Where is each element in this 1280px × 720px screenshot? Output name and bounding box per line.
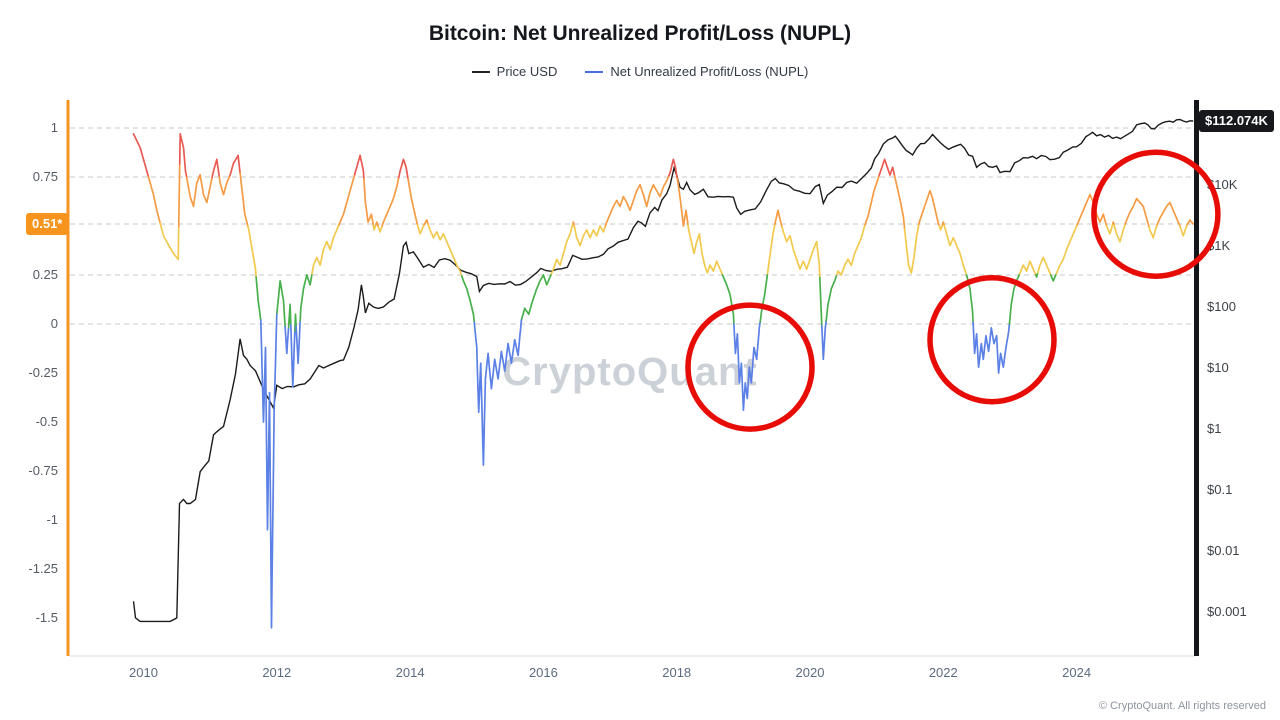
cryptoquant-watermark: CryptoQuant — [502, 350, 758, 394]
x-tick-label: 2024 — [1062, 665, 1091, 680]
legend-label-price: Price USD — [496, 64, 558, 79]
right-tick-label: $0.01 — [1207, 543, 1240, 558]
x-tick-label: 2012 — [262, 665, 291, 680]
nupl-line — [147, 164, 1195, 230]
highlight-circle — [1091, 149, 1221, 279]
page-title: Bitcoin: Net Unrealized Profit/Loss (NUP… — [428, 22, 852, 45]
x-tick-label: 2016 — [529, 665, 558, 680]
right-tick-label: $10 — [1207, 360, 1229, 375]
nupl-line — [255, 273, 1057, 334]
left-tick-label: 0.25 — [33, 267, 58, 282]
legend: Price USD Net Unrealized Profit/Loss (NU… — [0, 64, 1280, 79]
left-tick-label: 0.75 — [33, 169, 58, 184]
left-tick-label: -1.25 — [28, 561, 58, 576]
price-current-badge: $112.074K — [1199, 109, 1274, 132]
highlight-circle — [927, 274, 1057, 405]
x-tick-label: 2022 — [929, 665, 958, 680]
right-axis-bar — [1194, 100, 1199, 656]
nupl-line — [132, 133, 896, 180]
nupl-line-swatch — [585, 70, 604, 73]
nupl-current-badge: 0.51* — [26, 213, 69, 236]
legend-item-price[interactable]: Price USD — [471, 64, 558, 79]
x-tick-label: 2020 — [796, 665, 825, 680]
nupl-line — [259, 313, 1011, 629]
left-tick-label: -0.75 — [28, 463, 58, 478]
nupl-line — [159, 222, 1188, 279]
copyright-text: © CryptoQuant. All rights reserved — [1098, 700, 1266, 712]
x-tick-label: 2018 — [662, 665, 691, 680]
left-tick-label: -1 — [46, 512, 58, 527]
left-tick-label: -0.25 — [28, 365, 58, 380]
price-line-swatch — [471, 70, 490, 73]
right-tick-label: $0.1 — [1207, 482, 1232, 497]
right-tick-label: $0.001 — [1207, 604, 1247, 619]
price-line — [132, 118, 1194, 623]
right-tick-label: $1 — [1207, 421, 1221, 436]
left-tick-label: 1 — [51, 120, 58, 135]
left-tick-label: -0.5 — [36, 414, 58, 429]
x-tick-label: 2010 — [129, 665, 158, 680]
x-tick-label: 2014 — [396, 665, 425, 680]
left-tick-label: -1.5 — [36, 610, 58, 625]
right-tick-label: $100 — [1207, 299, 1236, 314]
legend-label-nupl: Net Unrealized Profit/Loss (NUPL) — [610, 64, 809, 79]
highlight-circle — [685, 302, 815, 432]
legend-item-nupl[interactable]: Net Unrealized Profit/Loss (NUPL) — [585, 64, 808, 79]
left-tick-label: 0 — [51, 316, 58, 331]
